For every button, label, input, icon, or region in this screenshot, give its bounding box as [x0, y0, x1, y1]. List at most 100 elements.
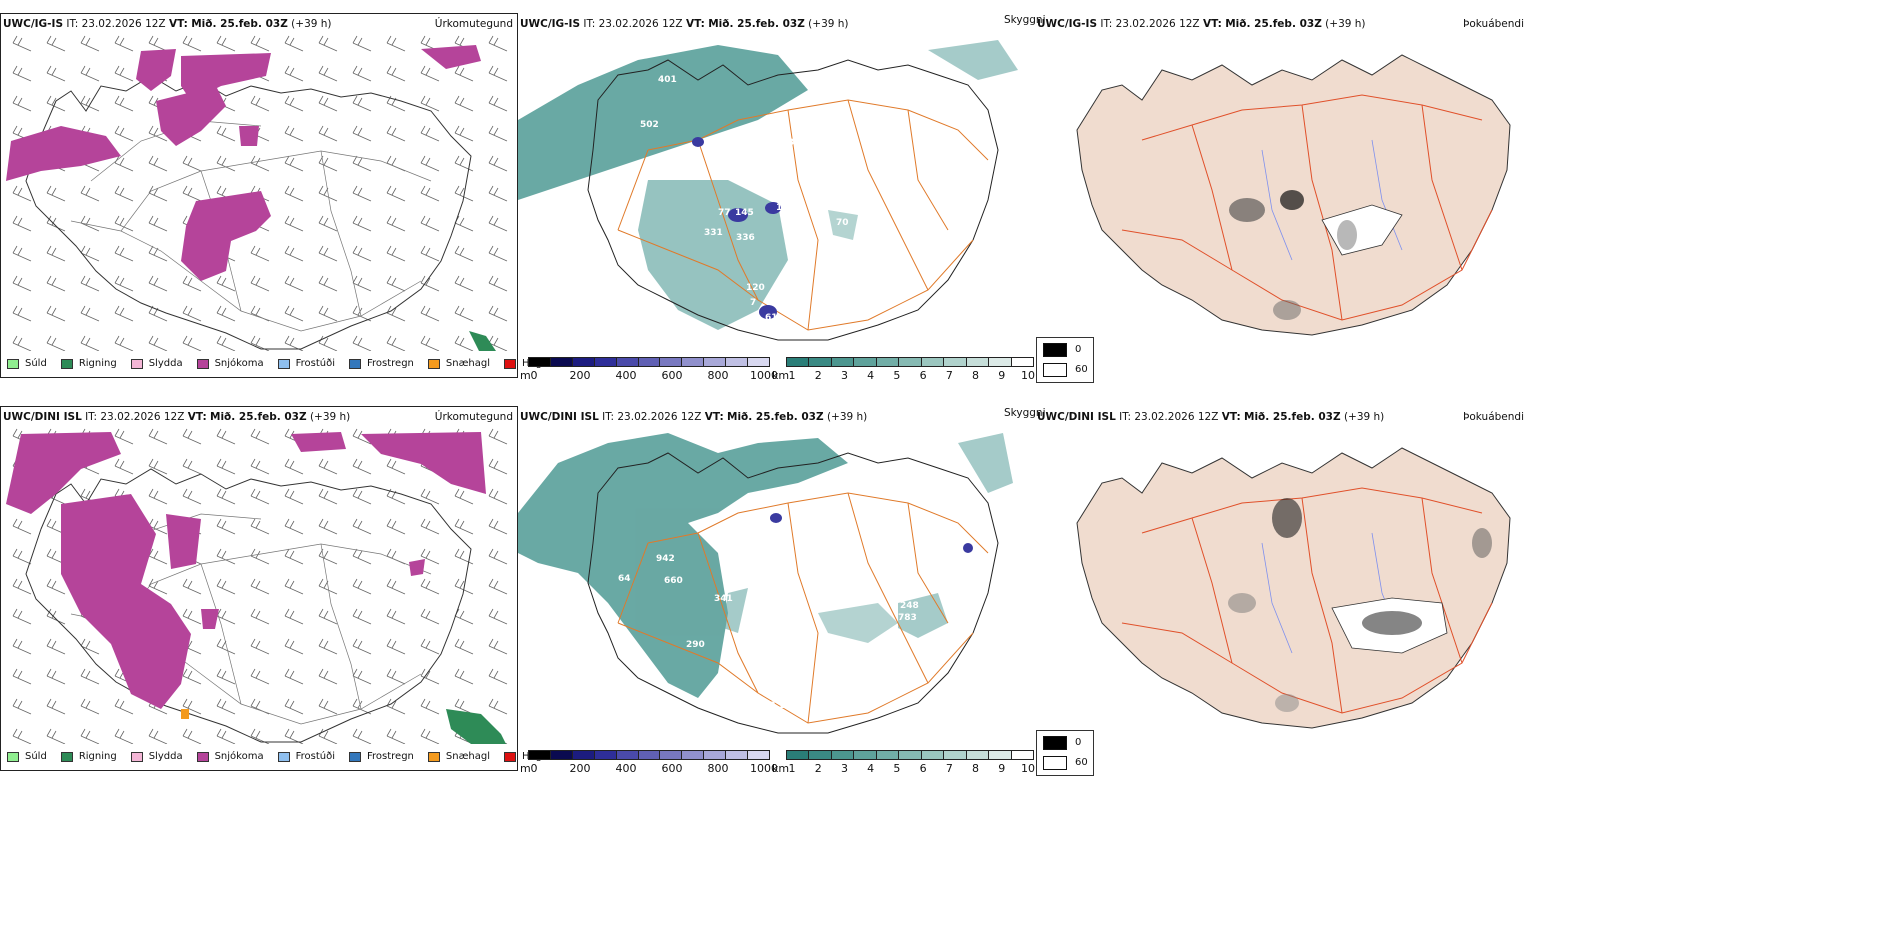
it-label: IT:: [602, 411, 615, 423]
wind-barb: [318, 518, 338, 535]
colorbar-step: [616, 358, 639, 366]
scale-tick: 1: [788, 369, 796, 382]
ceiling-unit: m: [520, 762, 531, 775]
wind-barb: [250, 548, 270, 565]
wind-barb: [250, 155, 270, 172]
wind-barb: [114, 335, 134, 351]
model-name: UWC/DINI ISL: [1037, 411, 1116, 423]
wind-barb: [386, 185, 406, 202]
wind-barb: [284, 608, 304, 625]
lead-time: (+39 h): [291, 18, 332, 30]
wind-barb: [386, 698, 406, 715]
iceland-outline: [25, 468, 472, 743]
wind-barb: [80, 35, 100, 52]
wind-barb: [148, 215, 168, 232]
wind-barb: [114, 245, 134, 262]
wind-barb: [488, 668, 508, 685]
precip-header-row2: UWC/DINI ISL IT: 23.02.2026 12Z VT: Mið.…: [3, 411, 350, 423]
colorbar-step: [704, 751, 727, 759]
wind-barb: [250, 335, 270, 351]
wind-barb: [250, 488, 270, 505]
scale-tick: 6: [919, 762, 927, 775]
it-value: 23.02.2026 12Z: [1134, 411, 1219, 423]
wind-barb: [284, 155, 304, 172]
wind-barb: [318, 638, 338, 655]
wind-barb: [420, 275, 440, 292]
wind-barb: [216, 35, 236, 52]
scale-tick: 5: [893, 369, 901, 382]
wind-barb: [318, 488, 338, 505]
colorbar-step: [1011, 751, 1033, 759]
scale-tick: 5: [893, 762, 901, 775]
wind-barb: [284, 35, 304, 52]
wind-barb: [284, 305, 304, 322]
wind-barb: [420, 668, 440, 685]
vt-value: Mið. 25.feb. 03Z: [708, 18, 805, 30]
ceiling-unit: m: [520, 369, 531, 382]
fog-legend-row2: 0 60: [1036, 730, 1094, 776]
wind-barb: [250, 728, 270, 744]
fog-header-row1: UWC/IG-IS IT: 23.02.2026 12Z VT: Mið. 25…: [1037, 18, 1366, 30]
wind-barb: [318, 95, 338, 112]
vt-value: Mið. 25.feb. 03Z: [1225, 18, 1322, 30]
wind-barb: [318, 275, 338, 292]
colorbar-step: [966, 358, 990, 366]
wind-barb: [352, 488, 372, 505]
wind-barb: [148, 428, 168, 445]
colorbar-step: [1011, 358, 1033, 366]
legend-swatch: [196, 358, 209, 369]
wind-barb: [454, 335, 474, 351]
wind-barb: [420, 578, 440, 595]
vt-label: VT:: [187, 411, 207, 423]
wind-barb: [488, 578, 508, 595]
wind-barb: [216, 488, 236, 505]
wind-barb: [250, 608, 270, 625]
wind-barb: [80, 185, 100, 202]
wind-barb: [352, 548, 372, 565]
legend-swatch: [60, 751, 73, 762]
wind-barb: [318, 245, 338, 262]
wind-barb: [216, 125, 236, 142]
wind-barb: [386, 638, 406, 655]
wind-barb: [148, 728, 168, 744]
wind-barb: [182, 488, 202, 505]
colorbar-step: [944, 751, 967, 759]
legend-item: Frostregn: [349, 358, 414, 369]
wind-barb: [250, 245, 270, 262]
colorbar-step: [787, 751, 810, 759]
wind-barb: [420, 728, 440, 744]
fog-patches: [1228, 498, 1492, 712]
road-network: [617, 99, 989, 331]
wind-barb: [488, 698, 508, 715]
ceiling-label: 77: [718, 208, 731, 218]
scale-tick: 10: [1021, 762, 1035, 775]
wind-barb: [46, 275, 66, 292]
it-value: 23.02.2026 12Z: [598, 18, 683, 30]
legend-item: Snæhagl: [427, 358, 490, 369]
fog-map-row2: [1076, 447, 1511, 729]
wind-barb: [352, 245, 372, 262]
wind-barb: [216, 608, 236, 625]
legend-swatch: [7, 751, 19, 762]
scale-tick: 400: [615, 762, 637, 775]
wind-barb: [420, 185, 440, 202]
wind-barb: [284, 185, 304, 202]
colorbar-step: [726, 358, 749, 366]
scale-tick: 600: [661, 762, 683, 775]
visibility-colorbar: [786, 357, 1034, 367]
wind-barb: [488, 245, 508, 262]
wind-barb: [488, 155, 508, 172]
fog-roads: [1121, 487, 1493, 714]
wind-barb: [454, 65, 474, 82]
fog-swatch-high: [1043, 736, 1067, 750]
wind-barb: [318, 155, 338, 172]
wind-barb: [148, 488, 168, 505]
wind-barb: [46, 638, 66, 655]
scale-tick: 0: [530, 369, 538, 382]
wind-barb: [318, 728, 338, 744]
ceiling-label: 70: [836, 218, 849, 228]
wind-barb: [12, 185, 32, 202]
wind-barb: [454, 305, 474, 322]
vt-value: Mið. 25.feb. 03Z: [210, 411, 307, 423]
wind-barb: [12, 518, 32, 535]
